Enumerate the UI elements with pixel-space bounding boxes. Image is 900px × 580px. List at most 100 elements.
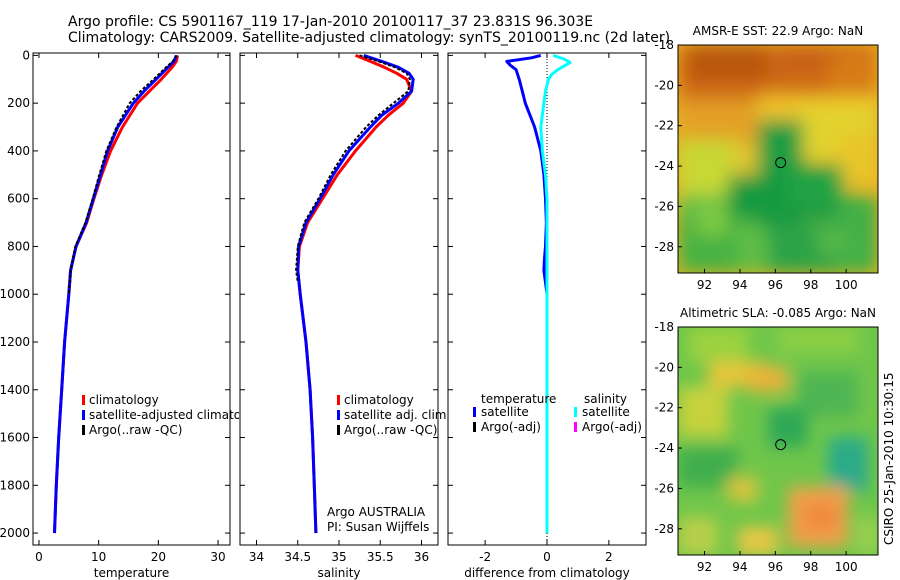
depth-tick-label: 600 bbox=[7, 192, 30, 206]
temperature-profile-legend-swatch bbox=[82, 425, 85, 435]
difference-profile-xtick-label: 2 bbox=[605, 550, 613, 564]
amsre-sst-map-patch bbox=[678, 100, 758, 140]
altimetric-sla-map-patch bbox=[768, 407, 808, 447]
salinity-profile-legend-label: Argo(..raw -QC) bbox=[344, 423, 437, 437]
temperature-profile-legend-label: satellite-adjusted climatology bbox=[89, 408, 267, 422]
salinity-profile-xtick-label: 34 bbox=[249, 550, 264, 564]
diff-legend-label-t_argo: Argo(-adj) bbox=[481, 420, 541, 434]
amsre-sst-map-xtick-label: 100 bbox=[835, 278, 858, 292]
amsre-sst-map-blobs bbox=[678, 45, 878, 273]
temperature-profile-frame bbox=[32, 52, 231, 546]
altimetric-sla-map-title: Altimetric SLA: -0.085 Argo: NaN bbox=[680, 306, 876, 320]
altimetric-sla-map-ytick-label: -26 bbox=[654, 481, 674, 495]
altimetric-sla-map-patch bbox=[778, 327, 858, 352]
salinity-profile-xtick-label: 34.5 bbox=[284, 550, 311, 564]
amsre-sst-map-ytick-label: -20 bbox=[654, 78, 674, 92]
altimetric-sla-map-blobs bbox=[678, 327, 878, 555]
altimetric-sla-map-ytick-label: -20 bbox=[654, 360, 674, 374]
altimetric-sla-map-ytick-label: -24 bbox=[654, 441, 674, 455]
altimetric-sla-map-patch bbox=[748, 367, 788, 392]
amsre-sst-map-patch bbox=[698, 205, 728, 235]
diff-legend-swatch-t_argo bbox=[473, 422, 476, 432]
salinity-profile-legend-swatch bbox=[337, 395, 340, 405]
altimetric-sla-map-float-position-marker bbox=[775, 439, 787, 451]
salinity-profile-xlabel: salinity bbox=[317, 566, 360, 580]
salinity-annotation: PI: Susan Wijffels bbox=[327, 520, 429, 534]
depth-tick-label: 1200 bbox=[0, 335, 30, 349]
salinity-profile-series-argo bbox=[295, 54, 411, 283]
temperature-profile-legend-swatch bbox=[82, 410, 85, 420]
amsre-sst-map-xtick-label: 98 bbox=[803, 278, 818, 292]
amsre-sst-map-patch bbox=[828, 55, 878, 95]
amsre-sst-map-ytick-label: -18 bbox=[654, 38, 674, 52]
salinity-profile-xtick-label: 35 bbox=[331, 550, 346, 564]
side-timestamp: CSIRO 25-Jan-2010 10:30:15 bbox=[882, 373, 896, 545]
diff-legend-swatch-s_argo bbox=[574, 422, 577, 432]
diff-legend-label-s_argo: Argo(-adj) bbox=[582, 420, 642, 434]
figure-title-line2: Climatology: CARS2009. Satellite-adjuste… bbox=[68, 30, 670, 46]
salinity-annotation: Argo AUSTRALIA bbox=[327, 505, 426, 519]
depth-tick-label: 1000 bbox=[0, 287, 30, 301]
salinity-profile-legend-swatch bbox=[337, 425, 340, 435]
amsre-sst-map-frame bbox=[677, 44, 879, 274]
diff-legend-label-s_sat: satellite bbox=[582, 405, 630, 419]
altimetric-sla-map-xtick-label: 98 bbox=[803, 560, 818, 574]
altimetric-sla-map-ytick-label: -28 bbox=[654, 522, 674, 536]
altimetric-sla-map-patch bbox=[688, 327, 748, 362]
altimetric-sla-map-xtick-label: 94 bbox=[732, 560, 747, 574]
depth-tick-label: 1400 bbox=[0, 383, 30, 397]
temperature-profile-legend-swatch bbox=[82, 395, 85, 405]
amsre-sst-map-ytick-label: -26 bbox=[654, 199, 674, 213]
altimetric-sla-map-xtick-label: 100 bbox=[835, 560, 858, 574]
difference-profile-xtick-label: 0 bbox=[543, 550, 551, 564]
amsre-sst-map-title: AMSR-E SST: 22.9 Argo: NaN bbox=[693, 24, 863, 38]
temperature-profile-series-argo bbox=[67, 54, 178, 295]
salinity-profile-xtick-label: 36 bbox=[414, 550, 429, 564]
amsre-sst-map-ytick-label: -28 bbox=[654, 240, 674, 254]
temperature-profile-panel: 0 10 20 30 0 200 400 600 800 1000 1200 1400 1600 1800… bbox=[0, 48, 267, 580]
altimetric-sla-map-patch bbox=[728, 477, 758, 502]
temperature-profile-xtick-label: 20 bbox=[151, 550, 166, 564]
diff-legend-temperature-header: temperature bbox=[481, 392, 556, 406]
amsre-sst-map-ytick-label: -22 bbox=[654, 119, 674, 133]
temperature-profile-legend-label: Argo(..raw -QC) bbox=[89, 423, 182, 437]
amsre-sst-map-float-position-marker bbox=[775, 157, 787, 169]
temperature-profile-xtick-label: 30 bbox=[210, 550, 225, 564]
difference-profile-xtick-label: -2 bbox=[479, 550, 491, 564]
diff-legend-salinity-header: salinity bbox=[584, 392, 627, 406]
altimetric-sla-map-field bbox=[678, 327, 878, 555]
depth-tick-label: 0 bbox=[22, 48, 30, 62]
diff-legend-swatch-t_sat bbox=[473, 407, 476, 417]
figure-title-line1: Argo profile: CS 5901167_119 17-Jan-2010… bbox=[68, 14, 593, 30]
altimetric-sla-map-patch bbox=[858, 517, 878, 555]
temperature-profile-legend-label: climatology bbox=[89, 393, 159, 407]
altimetric-sla-map-patch bbox=[738, 527, 778, 555]
altimetric-sla-map-xtick-label: 96 bbox=[768, 560, 783, 574]
depth-tick-label: 200 bbox=[7, 96, 30, 110]
depth-tick-label: 800 bbox=[7, 239, 30, 253]
temperature-profile-xtick-label: 0 bbox=[35, 550, 43, 564]
altimetric-sla-map-patch bbox=[803, 502, 838, 532]
salinity-profile-panel: 34 34.5 35 35.5 36 salinity climatologysatelli… bbox=[239, 52, 450, 580]
depth-tick-label: 1800 bbox=[0, 478, 30, 492]
amsre-sst-map-xtick-label: 96 bbox=[768, 278, 783, 292]
temperature-profile-xlabel: temperature bbox=[94, 566, 169, 580]
depth-tick-label: 400 bbox=[7, 144, 30, 158]
altimetric-sla-map-patch bbox=[678, 517, 718, 555]
diff-legend-label-t_sat: satellite bbox=[481, 405, 529, 419]
amsre-sst-map-panel: AMSR-E SST: 22.9 Argo: NaN 92 94 96 98 100 -18… bbox=[654, 24, 879, 292]
amsre-sst-map-patch bbox=[688, 45, 768, 80]
depth-tick-label: 2000 bbox=[0, 526, 30, 540]
altimetric-sla-map-ytick-label: -22 bbox=[654, 401, 674, 415]
temperature-profile-xtick-label: 10 bbox=[91, 550, 106, 564]
amsre-sst-map-field bbox=[678, 45, 878, 273]
salinity-profile-frame bbox=[239, 52, 439, 546]
altimetric-sla-map-panel: Altimetric SLA: -0.085 Argo: NaN 92 94 96 98… bbox=[654, 306, 879, 574]
salinity-profile-legend-label: climatology bbox=[344, 393, 414, 407]
salinity-profile-series-satellite-adjusted bbox=[296, 53, 415, 534]
amsre-sst-map-xtick-label: 94 bbox=[732, 278, 747, 292]
amsre-sst-map-ytick-label: -24 bbox=[654, 159, 674, 173]
salinity-profile-legend-label: satellite adj. clim. bbox=[344, 408, 450, 422]
amsre-sst-map-xtick-label: 92 bbox=[697, 278, 712, 292]
